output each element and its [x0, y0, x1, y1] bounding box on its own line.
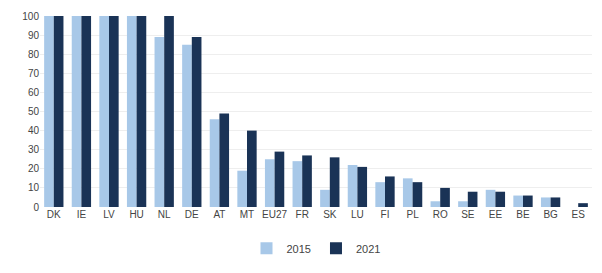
- svg-text:10: 10: [28, 182, 40, 193]
- svg-text:50: 50: [28, 106, 40, 117]
- svg-text:NL: NL: [158, 209, 171, 220]
- svg-text:HU: HU: [129, 209, 143, 220]
- svg-text:30: 30: [28, 144, 40, 155]
- svg-text:LV: LV: [103, 209, 115, 220]
- svg-text:DK: DK: [47, 209, 61, 220]
- svg-text:ES: ES: [572, 209, 586, 220]
- svg-text:AT: AT: [213, 209, 225, 220]
- svg-text:EE: EE: [489, 209, 503, 220]
- svg-text:0: 0: [33, 202, 39, 213]
- svg-text:60: 60: [28, 87, 40, 98]
- svg-text:FR: FR: [296, 209, 309, 220]
- svg-text:FI: FI: [381, 209, 390, 220]
- svg-text:RO: RO: [433, 209, 448, 220]
- svg-text:PL: PL: [406, 209, 419, 220]
- svg-text:70: 70: [28, 68, 40, 79]
- svg-text:100: 100: [22, 11, 39, 22]
- svg-text:MT: MT: [240, 209, 254, 220]
- svg-text:2015: 2015: [287, 243, 311, 255]
- svg-text:2021: 2021: [356, 243, 380, 255]
- svg-text:20: 20: [28, 163, 40, 174]
- svg-text:40: 40: [28, 125, 40, 136]
- svg-text:80: 80: [28, 49, 40, 60]
- svg-text:BE: BE: [516, 209, 530, 220]
- svg-text:DE: DE: [185, 209, 199, 220]
- svg-text:BG: BG: [543, 209, 558, 220]
- svg-text:IE: IE: [77, 209, 87, 220]
- svg-text:SE: SE: [461, 209, 475, 220]
- svg-text:SK: SK: [323, 209, 337, 220]
- svg-text:90: 90: [28, 30, 40, 41]
- svg-text:LU: LU: [351, 209, 364, 220]
- svg-text:EU27: EU27: [262, 209, 287, 220]
